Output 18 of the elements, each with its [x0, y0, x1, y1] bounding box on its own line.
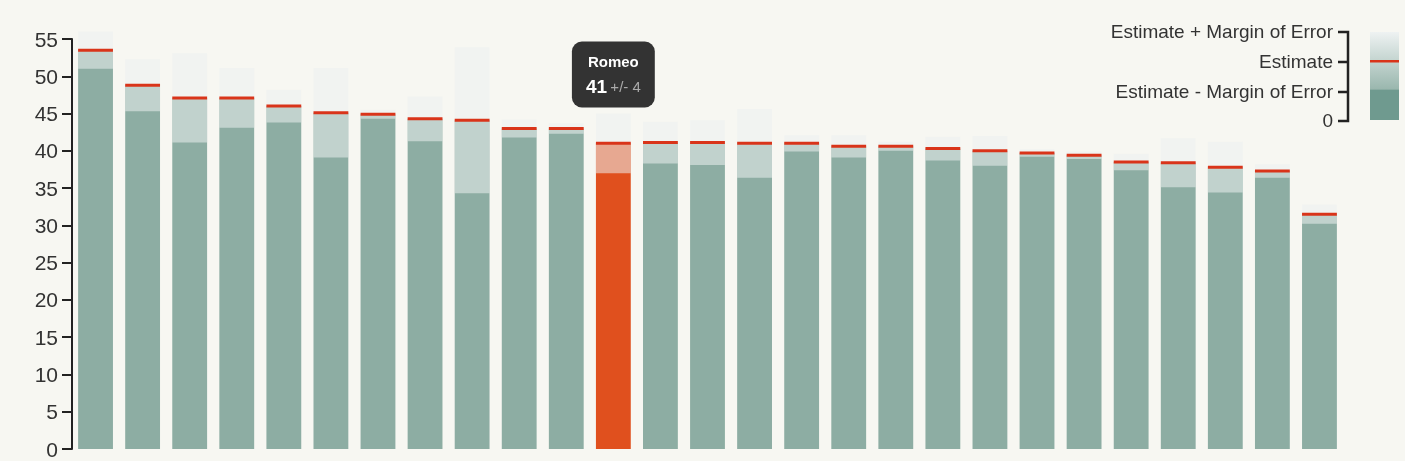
- y-tick-label: 25: [34, 251, 58, 275]
- y-tick-label: 30: [34, 213, 58, 237]
- y-tick-label: 15: [34, 325, 58, 349]
- y-tick-label: 55: [34, 27, 58, 51]
- annotation: Estimate + Margin of Error: [1110, 21, 1333, 43]
- annotation: 0: [1322, 110, 1333, 132]
- y-tick-label: 35: [34, 176, 58, 200]
- y-tick-label: 50: [34, 64, 58, 88]
- y-tick-label: 0: [46, 437, 58, 461]
- y-tick-label: 45: [34, 102, 58, 126]
- x-tick-label: Romeo: [587, 53, 639, 71]
- y-tick-label: 5: [46, 400, 58, 424]
- annotation: Estimate - Margin of Error: [1115, 81, 1333, 103]
- y-tick-label: 20: [34, 288, 58, 312]
- data-label: 41 +/- 4: [585, 76, 641, 98]
- annotation: Estimate: [1259, 51, 1333, 73]
- y-tick-label: 40: [34, 139, 58, 163]
- y-tick-label: 10: [34, 362, 58, 386]
